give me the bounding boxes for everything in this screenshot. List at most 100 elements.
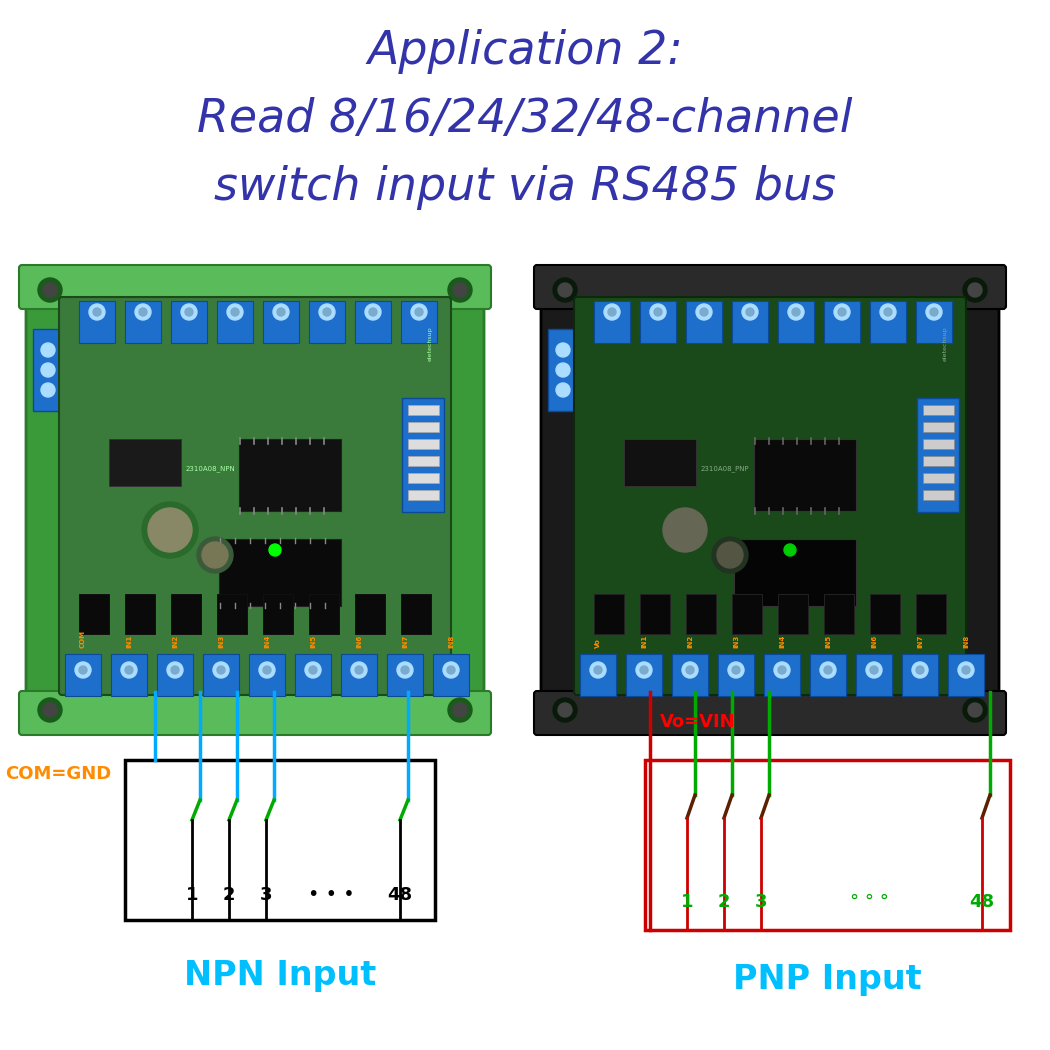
Circle shape [820,662,836,678]
Text: 1: 1 [186,886,198,904]
Circle shape [79,666,87,674]
Circle shape [41,383,55,397]
Circle shape [355,666,363,674]
Text: eletechsup: eletechsup [427,327,433,361]
FancyBboxPatch shape [732,594,762,634]
Circle shape [834,304,851,320]
FancyBboxPatch shape [902,654,938,696]
FancyBboxPatch shape [355,594,385,634]
Text: Read 8/16/24/32/48-channel: Read 8/16/24/32/48-channel [197,98,853,143]
FancyBboxPatch shape [262,594,293,634]
FancyBboxPatch shape [640,594,670,634]
Circle shape [700,308,708,316]
FancyBboxPatch shape [778,594,808,634]
FancyBboxPatch shape [217,301,253,343]
Text: 3: 3 [755,892,768,911]
Circle shape [732,666,740,674]
Circle shape [323,308,331,316]
FancyBboxPatch shape [125,301,161,343]
Text: COM: COM [80,630,86,648]
Text: 2: 2 [223,886,235,904]
Circle shape [930,308,938,316]
Circle shape [558,704,572,717]
Circle shape [93,308,101,316]
FancyBboxPatch shape [407,421,439,432]
FancyBboxPatch shape [19,691,491,735]
Text: IN2: IN2 [687,635,693,648]
Text: IN8: IN8 [963,635,969,648]
Circle shape [38,698,62,722]
Text: Vo=VIN: Vo=VIN [660,713,736,731]
Circle shape [262,666,271,674]
Circle shape [880,304,896,320]
FancyBboxPatch shape [541,266,999,734]
Text: IN6: IN6 [872,635,877,648]
Circle shape [453,704,467,717]
FancyBboxPatch shape [203,654,239,696]
Circle shape [608,308,616,316]
FancyBboxPatch shape [111,654,147,696]
Circle shape [304,662,321,678]
Text: IN1: IN1 [640,635,647,648]
Circle shape [838,308,846,316]
Text: 1: 1 [680,892,693,911]
FancyBboxPatch shape [65,654,101,696]
FancyBboxPatch shape [407,439,439,448]
FancyBboxPatch shape [219,539,341,606]
FancyBboxPatch shape [672,654,708,696]
Circle shape [43,704,57,717]
Circle shape [41,343,55,357]
Circle shape [135,304,151,320]
FancyBboxPatch shape [125,594,155,634]
FancyBboxPatch shape [534,691,1006,735]
Circle shape [75,662,91,678]
Circle shape [728,662,744,678]
FancyBboxPatch shape [402,398,444,512]
FancyBboxPatch shape [923,456,953,465]
Circle shape [277,308,285,316]
FancyBboxPatch shape [594,594,624,634]
Circle shape [447,666,455,674]
FancyBboxPatch shape [407,404,439,415]
FancyBboxPatch shape [309,301,345,343]
Circle shape [273,304,289,320]
Circle shape [231,308,239,316]
Circle shape [185,308,193,316]
Circle shape [319,304,335,320]
Circle shape [682,662,698,678]
FancyBboxPatch shape [59,297,452,695]
FancyBboxPatch shape [548,329,578,411]
Text: IN4: IN4 [264,634,270,648]
Circle shape [397,662,413,678]
FancyBboxPatch shape [778,301,814,343]
Circle shape [415,308,423,316]
FancyBboxPatch shape [355,301,391,343]
Text: IN6: IN6 [356,635,362,648]
Circle shape [269,544,281,556]
FancyBboxPatch shape [594,301,630,343]
FancyBboxPatch shape [640,301,676,343]
Circle shape [41,363,55,377]
Circle shape [686,666,694,674]
Circle shape [963,278,987,302]
Text: IN5: IN5 [825,635,831,648]
FancyBboxPatch shape [387,654,423,696]
Circle shape [43,284,57,297]
Circle shape [217,666,225,674]
Circle shape [712,537,748,573]
Circle shape [824,666,832,674]
Circle shape [401,666,410,674]
FancyBboxPatch shape [171,594,201,634]
Text: IN3: IN3 [218,635,224,648]
FancyBboxPatch shape [923,421,953,432]
Circle shape [778,666,786,674]
Circle shape [38,278,62,302]
Circle shape [171,666,178,674]
Circle shape [213,662,229,678]
FancyBboxPatch shape [33,329,63,411]
Circle shape [590,662,606,678]
FancyBboxPatch shape [407,489,439,500]
Circle shape [636,662,652,678]
Circle shape [121,662,136,678]
FancyBboxPatch shape [79,301,116,343]
